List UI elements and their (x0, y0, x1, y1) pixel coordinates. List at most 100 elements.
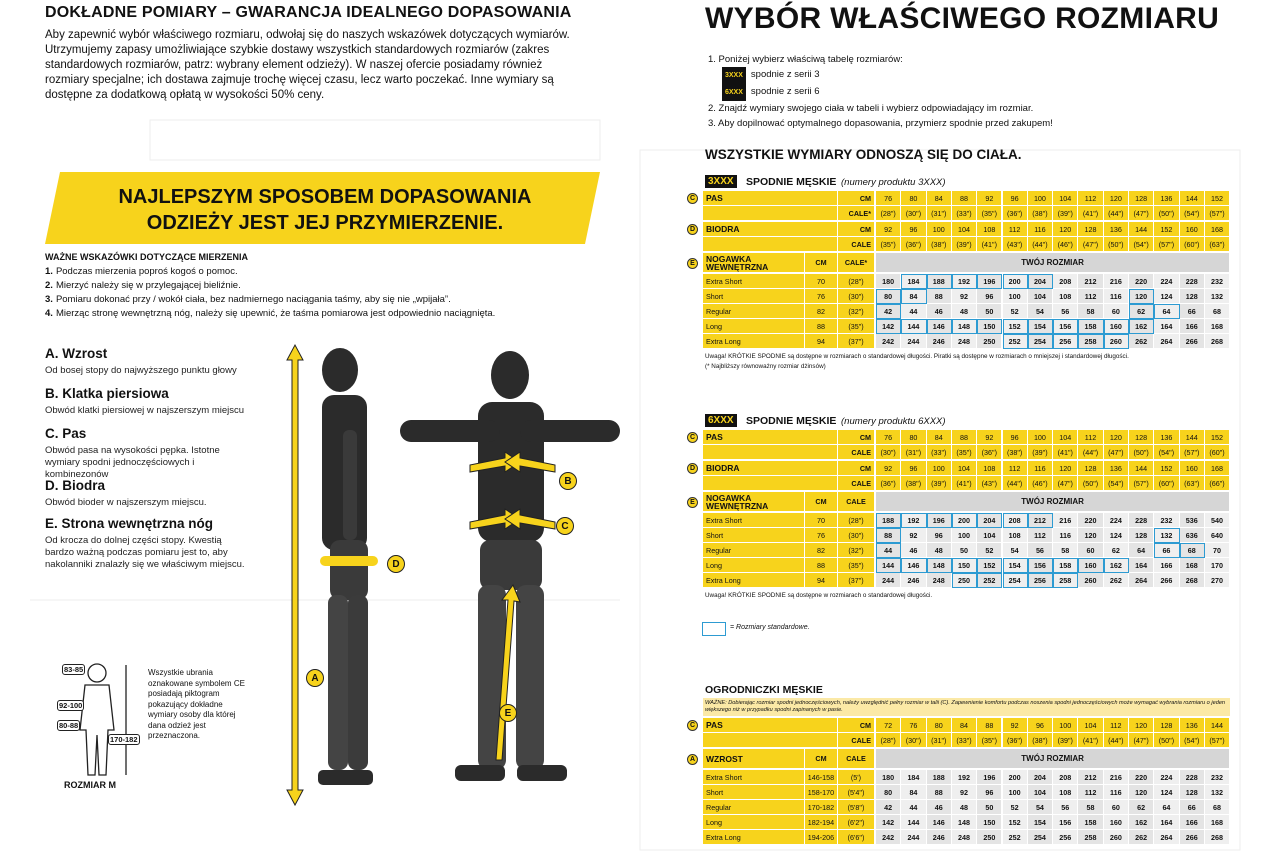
size: 164 (1154, 319, 1180, 334)
leg-row-in: (35") (838, 319, 875, 334)
pictogram-label: 83-85 (62, 664, 86, 675)
row-letter: C (687, 432, 698, 443)
row-label: PAS (703, 718, 838, 733)
measure-value: 144 (1179, 430, 1205, 445)
size: 50 (951, 543, 978, 558)
pictogram-label: 80-88 (57, 720, 81, 731)
size: 44 (901, 304, 927, 319)
leg-row-name: Long (703, 815, 805, 830)
size: 208 (1002, 513, 1028, 528)
leg-label: NOGAWKA WEWNĘTRZNA (703, 253, 805, 273)
size: 196 (977, 274, 1003, 289)
leg-row-cm: 88 (805, 558, 838, 573)
size: 58 (1053, 543, 1079, 558)
measure-value: 104 (1053, 430, 1079, 445)
step: 1. Poniżej wybierz właściwą tabelę rozmi… (708, 54, 903, 65)
heading: DOKŁADNE POMIARY – GWARANCJA IDEALNEGO D… (45, 4, 572, 21)
size: 46 (926, 304, 952, 319)
size: 266 (1179, 334, 1205, 349)
size: 166 (1154, 558, 1180, 573)
leg-row-cm: 76 (805, 289, 838, 304)
tips-title: WAŻNE WSKAZÓWKI DOTYCZĄCE MIERZENIA (45, 252, 248, 262)
leg-row-name: Extra Long (703, 334, 805, 349)
measure-value: 92 (977, 430, 1003, 445)
size: 148 (951, 815, 978, 830)
measure-value: 92 (977, 191, 1003, 206)
measure-value: 72 (876, 718, 902, 733)
unit: CM (838, 222, 875, 237)
measure-value: (36") (876, 476, 902, 491)
leg-row-in: (30") (838, 528, 875, 543)
size: 154 (1027, 815, 1054, 830)
measure-value: 80 (901, 191, 927, 206)
leg-row-in: (6'6") (838, 830, 875, 845)
measure-value: 84 (926, 191, 952, 206)
measure-value: (39") (926, 476, 952, 491)
size: 242 (876, 830, 902, 845)
measure-value: 120 (1053, 461, 1079, 476)
measure-value: 144 (1204, 718, 1231, 733)
size: 170 (1204, 558, 1231, 573)
measure-value: 144 (1129, 461, 1155, 476)
series-item: 3XXX spodnie z serii 3 (722, 67, 1053, 84)
measure-value: 104 (1053, 191, 1079, 206)
size: 262 (1129, 334, 1155, 349)
measure-value: 136 (1103, 461, 1129, 476)
measure-text: Obwód pasa na wysokości pępka. Istotne w… (45, 445, 220, 480)
measure-value: (50") (1154, 206, 1180, 221)
series-item: 6XXX spodnie z serii 6 (722, 84, 1053, 101)
leg-row-in: (5'4") (838, 785, 875, 800)
size: 192 (901, 513, 927, 528)
measure-value: (54") (1103, 476, 1129, 491)
series-text: spodnie z serii 3 (750, 69, 820, 80)
steps: 1. Poniżej wybierz właściwą tabelę rozmi… (708, 52, 1053, 131)
measure-value: (57") (1204, 206, 1231, 221)
leg-label: WZROST (703, 749, 805, 769)
measure-value: (57") (1179, 445, 1205, 460)
leg-row-name: Short (703, 289, 805, 304)
size: 168 (1179, 558, 1205, 573)
size: 124 (1154, 289, 1180, 304)
measure-value: 100 (1027, 430, 1054, 445)
size: 264 (1154, 830, 1180, 845)
unit: CM (838, 718, 875, 733)
size: 180 (876, 770, 902, 785)
size: 160 (1078, 558, 1104, 573)
measure-title: E. Strona wewnętrzna nóg (45, 516, 214, 531)
measure-title: B. Klatka piersiowa (45, 386, 169, 401)
measure-value: (44") (1027, 237, 1054, 252)
size: 120 (1078, 528, 1104, 543)
table-note: Uwaga! KRÓTKIE SPODNIE są dostępne w roz… (705, 592, 933, 599)
measure-value: 112 (1078, 430, 1104, 445)
size: 42 (876, 800, 902, 815)
tip-number: 2. (45, 280, 53, 291)
size: 268 (1179, 573, 1205, 588)
measure-value: (33") (951, 733, 978, 748)
measure-value: (31") (926, 206, 952, 221)
figure-letter: B (559, 472, 577, 490)
measure-value: 152 (1154, 222, 1180, 237)
size: 246 (926, 830, 952, 845)
leg-row-name: Extra Long (703, 830, 805, 845)
measure-value: (28") (876, 733, 902, 748)
size: 152 (977, 558, 1003, 573)
size: 232 (1154, 513, 1180, 528)
size: 84 (901, 289, 927, 304)
size-header: TWÓJ ROZMIAR (876, 253, 1231, 273)
size: 256 (1053, 334, 1079, 349)
measure: E. Strona wewnętrzna nóg Od krocza do dol… (45, 516, 250, 571)
measure-value: 108 (977, 461, 1003, 476)
measure-value: (47") (1129, 733, 1155, 748)
size: 150 (977, 319, 1003, 334)
leg-unit: CALE (838, 749, 875, 769)
size: 44 (876, 543, 902, 558)
tip-number: 4. (45, 308, 53, 319)
measure-text: Od krocza do dolnej części stopy. Kwesti… (45, 535, 245, 570)
row-letter: D (687, 224, 698, 235)
table-subtitle: (numery produktu 6XXX) (841, 416, 946, 427)
measure-value: (39") (1027, 445, 1054, 460)
row-label-fill (703, 733, 838, 748)
measure-value: (60") (1179, 237, 1205, 252)
size: 264 (1154, 334, 1180, 349)
